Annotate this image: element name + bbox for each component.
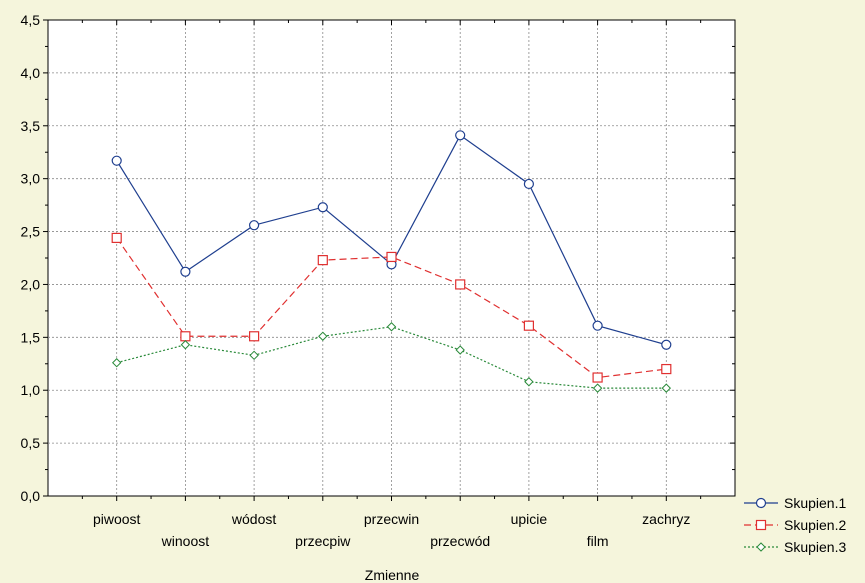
- data-point: [318, 331, 328, 341]
- y-tick-label: 0,0: [21, 488, 41, 504]
- data-point: [249, 331, 260, 342]
- data-point: [111, 232, 122, 244]
- y-tick-label: 3,0: [21, 171, 41, 187]
- legend-marker: [756, 542, 766, 552]
- y-tick-label: 1,5: [21, 329, 41, 345]
- x-tick-label: upicie: [511, 511, 548, 527]
- data-point: [592, 372, 603, 383]
- data-point: [111, 155, 122, 166]
- y-tick-label: 4,5: [21, 12, 41, 28]
- grid-lines: [48, 20, 735, 496]
- legend-item-2: Skupien.2: [744, 517, 846, 533]
- x-tick-label: zachryz: [642, 511, 690, 527]
- legend-label: Skupien.3: [784, 539, 846, 555]
- data-point: [523, 320, 535, 331]
- y-axis: 0,0 0,5 1,0 1,5 2,0 2,5 3,0 3,5 4,0 4,5: [21, 12, 735, 504]
- data-point: [386, 322, 397, 332]
- x-axis: piwoost winoost wódost przecpiw przecwin prze…: [81, 20, 702, 549]
- legend-label: Skupien.1: [784, 495, 846, 511]
- data-point: [592, 383, 603, 393]
- data-point: [180, 340, 191, 350]
- data-point: [455, 345, 465, 355]
- legend-marker: [755, 497, 767, 509]
- data-point: [249, 350, 259, 361]
- data-point: [111, 358, 122, 368]
- series-2: [111, 232, 672, 383]
- data-point: [317, 255, 328, 266]
- x-tick-label: przecwód: [430, 533, 490, 549]
- x-tick-label: wódost: [231, 511, 276, 527]
- y-tick-label: 2,5: [21, 224, 41, 240]
- legend-item-1: Skupien.1: [744, 495, 846, 511]
- series-group: [111, 130, 672, 393]
- legend: Skupien.1 Skupien.2 Skupien.3: [744, 495, 846, 555]
- y-tick-label: 1,0: [21, 382, 41, 398]
- data-point: [661, 383, 672, 393]
- x-tick-label: film: [587, 533, 609, 549]
- data-point: [661, 363, 672, 375]
- data-point: [523, 178, 535, 190]
- y-tick-label: 4,0: [21, 65, 41, 81]
- data-point: [592, 320, 603, 331]
- data-point: [455, 130, 466, 141]
- x-tick-label: przecwin: [364, 511, 419, 527]
- data-point: [524, 377, 534, 387]
- legend-label: Skupien.2: [784, 517, 846, 533]
- series-3: [111, 322, 672, 393]
- data-point: [180, 266, 191, 277]
- data-point: [317, 202, 328, 213]
- legend-marker: [755, 519, 767, 531]
- y-tick-label: 0,5: [21, 435, 41, 451]
- legend-item-3: Skupien.3: [744, 539, 846, 555]
- data-point: [249, 220, 260, 231]
- x-tick-label: przecpiw: [295, 533, 351, 549]
- series-1: [111, 130, 672, 350]
- x-axis-label: Zmienne: [365, 567, 420, 583]
- y-tick-label: 2,0: [21, 276, 41, 292]
- y-tick-label: 3,5: [21, 118, 41, 134]
- x-tick-label: piwoost: [93, 511, 141, 527]
- data-point: [661, 339, 672, 350]
- data-point: [180, 331, 191, 342]
- data-point: [386, 251, 397, 263]
- data-point: [455, 279, 466, 290]
- x-tick-label: winoost: [161, 533, 210, 549]
